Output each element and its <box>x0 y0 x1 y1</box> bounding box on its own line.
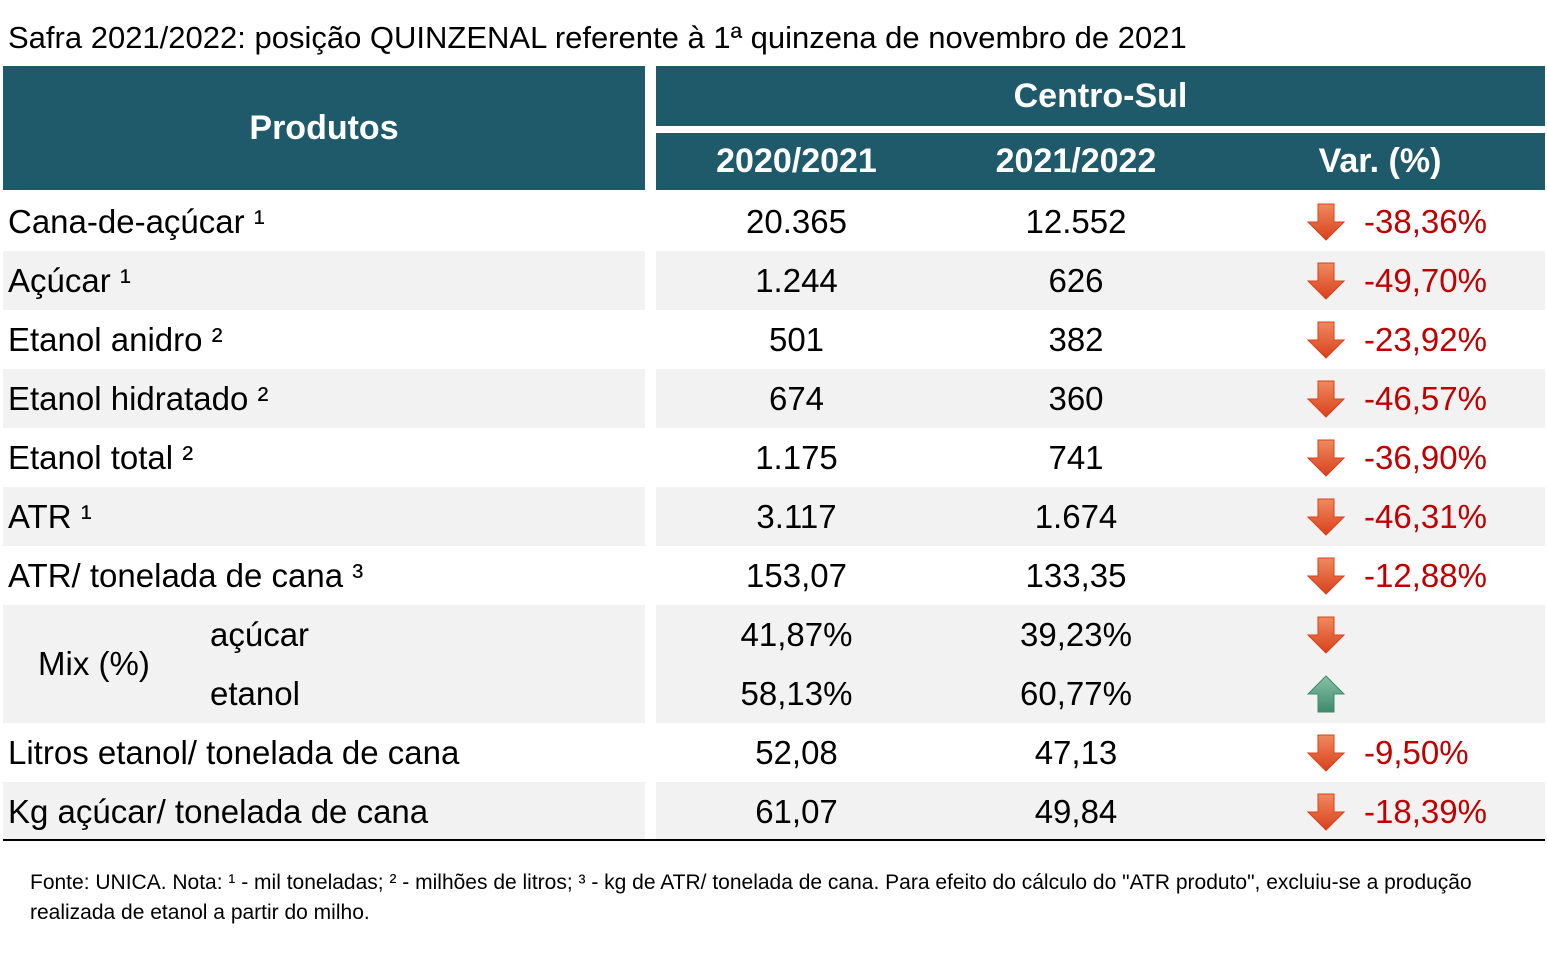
cell-value: 360 <box>1048 379 1104 417</box>
header-col: 2021/2022 <box>937 133 1215 190</box>
row-shade <box>656 487 1545 546</box>
arrow-down <box>1306 192 1346 251</box>
header-region: Centro-Sul <box>656 66 1545 126</box>
arrow-down <box>1306 428 1346 487</box>
cell-var: -46,57% <box>1364 379 1487 417</box>
arrow-icon <box>1306 734 1346 772</box>
row-shade <box>656 605 1545 723</box>
mix-label: Mix (%) <box>38 645 150 682</box>
arrow-down <box>1306 782 1346 841</box>
cell-value: 626 <box>1048 261 1104 299</box>
cell-value: 741 <box>1048 438 1104 476</box>
row-label: Açúcar ¹ <box>8 261 131 299</box>
mix-sub-label: açúcar <box>210 615 310 653</box>
arrow-icon <box>1306 793 1346 831</box>
row-shade <box>3 251 645 310</box>
arrow-down <box>1306 310 1346 369</box>
cell-value: 61,07 <box>755 792 838 830</box>
row-shade <box>3 369 645 428</box>
cell-value: 60,77% <box>1020 674 1132 712</box>
cell-var: -9,50% <box>1364 733 1469 771</box>
arrow-icon <box>1306 380 1346 418</box>
header-products: Produtos <box>3 66 645 190</box>
cell-value: 501 <box>768 320 825 358</box>
row-shade <box>3 487 645 546</box>
cell-var: -49,70% <box>1364 261 1487 299</box>
cell-value: 12.552 <box>1025 202 1127 240</box>
cell-var: -12,88% <box>1364 556 1487 594</box>
cell-var: -23,92% <box>1364 320 1487 358</box>
cell-value: 382 <box>1048 320 1104 358</box>
cell-value: 133,35 <box>1025 556 1127 594</box>
cell-value: 20.365 <box>746 202 847 240</box>
arrow-icon <box>1306 321 1346 359</box>
row-label: Litros etanol/ tonelada de cana <box>8 733 460 771</box>
cell-value: 58,13% <box>740 674 853 712</box>
cell-value: 47,13 <box>1034 733 1118 771</box>
arrow-icon <box>1306 557 1346 595</box>
row-label: Etanol total ² <box>8 438 194 476</box>
arrow-down <box>1306 546 1346 605</box>
arrow-icon <box>1306 616 1346 654</box>
row-shade <box>3 605 645 723</box>
footnote: Fonte: UNICA. Nota: ¹ - mil toneladas; ²… <box>30 871 1472 924</box>
arrow-up <box>1306 664 1346 723</box>
mix-sub-label: etanol <box>210 674 300 712</box>
cell-value: 52,08 <box>755 733 838 771</box>
arrow-down <box>1306 487 1346 546</box>
cell-value: 39,23% <box>1020 615 1132 653</box>
row-label: Etanol anidro ² <box>8 320 223 358</box>
row-shade <box>656 251 1545 310</box>
bottom-border <box>3 839 1545 841</box>
arrow-icon <box>1306 498 1346 536</box>
arrow-icon <box>1306 203 1346 241</box>
row-shade <box>656 782 1545 841</box>
cell-var: -46,31% <box>1364 497 1487 535</box>
cell-value: 41,87% <box>740 615 853 653</box>
arrow-down <box>1306 723 1346 782</box>
arrow-icon <box>1306 439 1346 477</box>
row-label: Cana-de-açúcar ¹ <box>8 202 265 240</box>
header-col: Var. (%) <box>1215 133 1545 190</box>
row-label: Kg açúcar/ tonelada de cana <box>8 792 429 830</box>
cell-value: 674 <box>768 379 825 417</box>
cell-value: 1.674 <box>1034 497 1118 535</box>
row-label: ATR/ tonelada de cana ³ <box>8 556 364 594</box>
cell-value: 3.117 <box>756 497 837 535</box>
title: Safra 2021/2022: posição QUINZENAL refer… <box>8 20 1187 55</box>
row-shade <box>3 782 645 841</box>
cell-var: -18,39% <box>1364 792 1487 830</box>
row-label: ATR ¹ <box>8 497 92 535</box>
cell-value: 1.244 <box>755 261 838 299</box>
arrow-down <box>1306 251 1346 310</box>
row-shade <box>656 369 1545 428</box>
arrow-icon <box>1306 674 1346 712</box>
cell-value: 153,07 <box>746 556 847 594</box>
header-col: 2020/2021 <box>656 133 937 190</box>
cell-var: -36,90% <box>1364 438 1487 476</box>
arrow-icon <box>1306 262 1346 300</box>
arrow-down <box>1306 369 1346 428</box>
cell-value: 49,84 <box>1034 792 1118 830</box>
row-label: Etanol hidratado ² <box>8 379 269 417</box>
arrow-down <box>1306 605 1346 664</box>
cell-var: -38,36% <box>1364 202 1487 240</box>
cell-value: 1.175 <box>755 438 838 476</box>
